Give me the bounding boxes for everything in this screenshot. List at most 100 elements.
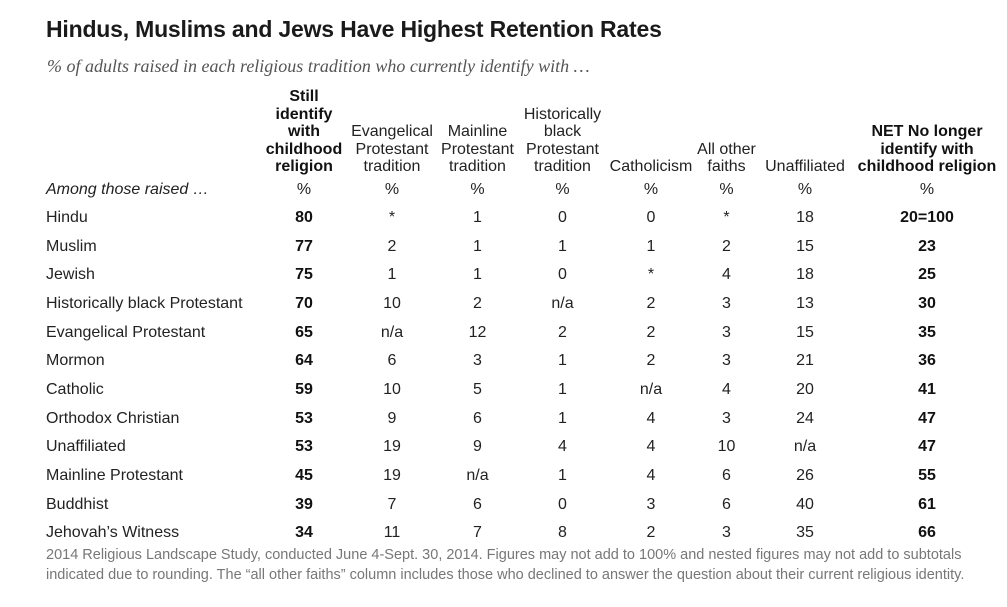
- table-row: Jehovah’s Witness 34 11 7 8 2 3 35 66: [40, 519, 1000, 548]
- unit-cell: %: [719, 180, 734, 198]
- table-cell: 34: [295, 524, 313, 542]
- unit-cell: %: [384, 180, 400, 198]
- table-cell: 0: [646, 208, 656, 226]
- table-cell: n/a: [793, 438, 817, 456]
- table-cell: 77: [295, 237, 313, 255]
- table-cell: 8: [558, 524, 567, 542]
- table-cell: 1: [558, 380, 567, 398]
- table-cell: 1: [473, 266, 482, 284]
- table-cell: 0: [558, 495, 567, 513]
- table-cell: 1: [387, 266, 397, 284]
- table-cell: 1: [558, 467, 567, 485]
- table-cell: 64: [295, 352, 313, 370]
- table-row: Buddhist 39 7 6 0 3 6 40 61: [40, 490, 1000, 519]
- table-cell: 53: [295, 409, 313, 427]
- column-header: Historically black Protestant tradition: [523, 105, 602, 176]
- row-label: Catholic: [46, 380, 104, 398]
- table-row: Evangelical Protestant 65 n/a 12 2 2 3 15 35: [40, 318, 1000, 347]
- table-cell: 3: [722, 409, 731, 427]
- column-header: Catholicism: [609, 158, 693, 175]
- table-cell: 35: [918, 323, 936, 341]
- table-cell: 1: [558, 352, 567, 370]
- table-cell: 3: [722, 294, 731, 312]
- table-row: Catholic 59 10 5 1 n/a 4 20 41: [40, 376, 1000, 405]
- table-cell: 2: [473, 294, 482, 312]
- table-row: Mormon 64 6 3 1 2 3 21 36: [40, 347, 1000, 376]
- table-cell: n/a: [551, 294, 574, 312]
- table-body: Hindu 80 * 1 0 0 * 18 20=100 Muslim 77 2 1 1 1 2 15 23 Jew…: [40, 204, 1000, 548]
- unit-cell: %: [797, 180, 813, 198]
- unit-cell: %: [643, 180, 659, 198]
- table-cell: 0: [558, 208, 567, 226]
- table-cell: 36: [918, 352, 936, 370]
- table-cell: 12: [468, 323, 487, 341]
- table-cell: 6: [722, 495, 731, 513]
- table-cell: 10: [383, 380, 401, 398]
- row-label: Jewish: [46, 266, 95, 284]
- table-cell: 26: [796, 467, 814, 485]
- chart-title: Hindus, Muslims and Jews Have Highest Re…: [46, 16, 662, 42]
- row-label: Unaffiliated: [46, 438, 126, 456]
- table-cell: 47: [918, 409, 936, 427]
- row-label: Hindu: [46, 208, 88, 226]
- table-cell: 5: [473, 380, 482, 398]
- table-cell: 4: [722, 380, 731, 398]
- table-cell: 6: [473, 495, 482, 513]
- table-row: Muslim 77 2 1 1 1 2 15 23: [40, 232, 1000, 261]
- row-header-label: Among those raised …: [46, 180, 209, 198]
- unit-cell: %: [555, 180, 570, 198]
- table-cell: n/a: [639, 380, 663, 398]
- table-cell: 39: [295, 495, 313, 513]
- table-cell: 2: [558, 323, 567, 341]
- table-cell: 1: [558, 237, 567, 255]
- column-header: All other faiths: [697, 140, 756, 176]
- table-row: Unaffiliated 53 19 9 4 4 10 n/a 47: [40, 433, 1000, 462]
- table-cell: 3: [722, 524, 731, 542]
- row-header-blank: [40, 88, 259, 176]
- row-label: Historically black Protestant: [46, 294, 243, 312]
- column-header: NET No longer identify with childhood re…: [857, 123, 997, 175]
- table-cell: 2: [646, 323, 656, 341]
- row-label: Orthodox Christian: [46, 409, 180, 427]
- table-cell: 35: [796, 524, 814, 542]
- table-cell: 4: [646, 438, 656, 456]
- table-cell: 23: [918, 237, 936, 255]
- table-cell: *: [388, 208, 396, 226]
- table-cell: 47: [918, 438, 936, 456]
- table-cell: 4: [558, 438, 567, 456]
- table-cell: 1: [473, 237, 482, 255]
- table-cell: 25: [918, 266, 936, 284]
- table-cell: 1: [646, 237, 656, 255]
- row-label: Jehovah’s Witness: [46, 524, 180, 542]
- table-cell: 70: [295, 294, 313, 312]
- table-cell: 2: [646, 294, 656, 312]
- table-cell: 20: [796, 380, 814, 398]
- table-cell: 6: [387, 352, 397, 370]
- table-cell: 66: [918, 524, 936, 542]
- table-cell: 6: [722, 467, 731, 485]
- table-cell: 4: [646, 409, 656, 427]
- table-cell: *: [723, 208, 730, 226]
- table-cell: 45: [295, 467, 313, 485]
- table-cell: 2: [646, 524, 656, 542]
- table-cell: 15: [796, 323, 814, 341]
- row-label: Mormon: [46, 352, 105, 370]
- table-cell: 7: [473, 524, 482, 542]
- table-cell: 10: [383, 294, 401, 312]
- source-note: 2014 Religious Landscape Study, conducte…: [46, 547, 965, 583]
- table-cell: 9: [473, 438, 482, 456]
- table-cell: 6: [473, 409, 482, 427]
- table-cell: 2: [646, 352, 656, 370]
- table-cell: 11: [383, 524, 401, 542]
- table-row: Orthodox Christian 53 9 6 1 4 3 24 47: [40, 404, 1000, 433]
- table-cell: 9: [387, 409, 397, 427]
- column-header-row: Still identify with childhood religion E…: [40, 88, 1000, 176]
- unit-cell: %: [296, 180, 312, 198]
- table-cell: n/a: [380, 323, 404, 341]
- column-header: Mainline Protestant tradition: [441, 123, 514, 175]
- table-cell: 41: [918, 380, 936, 398]
- row-label: Mainline Protestant: [46, 467, 183, 485]
- table-cell: 3: [646, 495, 656, 513]
- row-label: Muslim: [46, 237, 97, 255]
- table-cell: 4: [646, 467, 656, 485]
